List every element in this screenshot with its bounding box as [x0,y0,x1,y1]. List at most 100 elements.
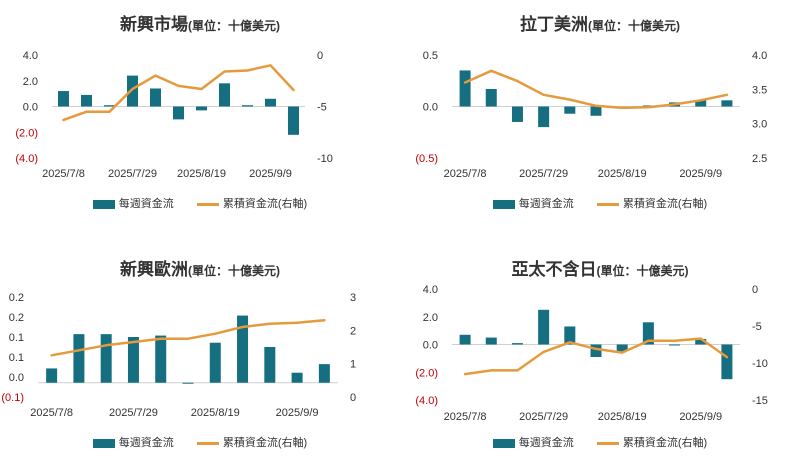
legend-item-cumulative: 累積資金流(右軸) [596,195,708,211]
weekly-flow-bar [237,315,249,383]
cumulative-flow-line [62,64,295,122]
right-axis-tick-label: 0 [752,284,758,296]
x-axis-tick-label: 2025/9/9 [679,168,722,180]
cumulative-flow-line [463,69,729,110]
weekly-flow-bar [616,344,628,352]
legend-bar-label: 每週資金流 [518,437,574,449]
weekly-flow-bar [669,344,681,346]
legend-line-label: 累積資金流(右軸) [622,437,708,449]
chart-title-unit: (單位：十億美元) [188,264,280,278]
legend-line-label: 累積資金流(右軸) [222,198,308,210]
weekly-flow-bar [459,334,471,345]
legend-line-swatch [596,441,619,445]
x-axis-tick-label: 2025/7/8 [30,407,73,419]
weekly-flow-bar [242,105,253,107]
weekly-flow-bar [642,322,654,345]
left-axis-tick-label: 0.1 [9,332,24,344]
chart-title: 新興市場(單位：十億美元) [0,10,400,35]
left-axis-tick-label: 0.2 [9,292,24,304]
right-axis-tick-label: 0 [350,392,356,404]
chart-asia-pacific-ex-japan: 4.0 2.0 0.0 (2.0) (4.0) 0 -5 -10 -15 2025/7/8 2025… [415,284,768,423]
legend-item-weekly: 每週資金流 [492,434,574,450]
left-axis-tick-label: (2.0) [415,367,438,379]
chart-title-unit: (單位：十億美元) [588,19,680,33]
weekly-flow-bar [127,75,138,107]
left-axis-tick-label: 0.2 [9,312,24,324]
left-axis-tick-label: (0.1) [1,392,24,404]
chart-title-unit: (單位：十億美元) [188,19,280,33]
x-axis-tick-label: 2025/8/19 [177,168,226,180]
x-axis-tick-label: 2025/7/29 [108,168,157,180]
right-axis-tick-label: 1 [350,359,356,371]
left-axis-tick-label: (0.5) [415,153,438,165]
legend-bar-swatch [92,438,115,448]
left-axis-tick-label: 0.0 [423,340,438,352]
left-axis-tick-label: 2.0 [23,76,38,88]
weekly-flow-bar [721,344,733,380]
panel-latin-america: 拉丁美洲(單位：十億美元) 0.5 0.0 (0.5) 4.0 3.5 3.0 2.5 202… [400,0,800,229]
left-axis-tick-label: 0.0 [9,372,24,384]
x-axis-tick-label: 2025/7/8 [444,411,487,423]
weekly-flow-bar [265,98,276,107]
right-axis-tick-label: 4.0 [752,50,767,62]
chart-title: 新興歐洲(單位：十億美元) [0,255,400,280]
weekly-flow-bar [196,106,207,111]
weekly-flow-bar [590,106,602,116]
weekly-flow-bar [100,334,112,383]
x-axis-tick-label: 2025/9/9 [249,168,292,180]
chart-emerging-europe: 0.2 0.2 0.1 0.1 0.0 (0.1) 3 2 1 0 2025/7/8 2025/7/2… [1,292,356,419]
cumulative-flow-line [50,319,326,357]
legend-item-weekly: 每週資金流 [92,434,174,450]
weekly-flow-bar [150,88,161,107]
legend: 每週資金流 累積資金流(右軸) [400,195,800,211]
legend-bar-label: 每週資金流 [118,198,174,210]
chart-title-main: 亞太不含日 [511,260,597,279]
legend-line-label: 累積資金流(右軸) [222,437,308,449]
left-axis-tick-label: 4.0 [23,50,38,62]
right-axis-tick-label: 3.0 [752,119,767,131]
legend: 每週資金流 累積資金流(右軸) [400,434,800,450]
weekly-flow-bar [58,91,69,107]
left-axis-tick-label: (4.0) [15,153,38,165]
legend-item-weekly: 每週資金流 [92,195,174,211]
weekly-flow-bar [173,106,184,120]
weekly-flow-bar [73,334,85,383]
chart-emerging-markets: 4.0 2.0 0.0 (2.0) (4.0) 0 -5 -10 2025/7/8 2025/7/… [15,50,333,180]
left-axis-tick-label: 0.0 [23,102,38,114]
legend-bar-swatch [492,438,515,448]
legend-bar-swatch [92,199,115,209]
right-axis-tick-label: -15 [752,395,768,407]
weekly-flow-bar [104,105,115,107]
legend-item-cumulative: 累積資金流(右軸) [196,434,308,450]
legend-line-swatch [196,202,219,206]
weekly-flow-bar [564,106,576,114]
x-axis-tick-label: 2025/8/19 [598,411,647,423]
legend-item-weekly: 每週資金流 [492,195,574,211]
chart-title-unit: (單位：十億美元) [596,264,689,278]
chart-title-main: 拉丁美洲 [520,15,588,34]
weekly-flow-bar [288,106,299,135]
weekly-flow-bar [264,347,276,383]
weekly-flow-bar [695,100,707,107]
weekly-flow-bar [155,335,167,383]
weekly-flow-bar [459,70,471,107]
weekly-flow-bar [209,342,221,383]
left-axis-tick-label: 0.0 [423,102,438,114]
left-axis-tick-label: (4.0) [415,395,438,407]
right-axis-tick-label: -10 [752,358,768,370]
panel-emerging-markets: 新興市場(單位：十億美元) 4.0 2.0 0.0 (2.0) (4.0) 0 -5 -10 2… [0,0,400,229]
legend-item-cumulative: 累積資金流(右軸) [596,434,708,450]
x-axis-tick-label: 2025/7/29 [109,407,158,419]
legend-bar-label: 每週資金流 [118,437,174,449]
x-axis-tick-label: 2025/9/9 [276,407,319,419]
weekly-flow-bar [46,368,58,383]
weekly-flow-bar [219,83,230,107]
left-axis-tick-label: 0.5 [423,50,438,62]
x-axis-tick-label: 2025/7/29 [519,411,568,423]
weekly-flow-bar [695,338,707,345]
weekly-flow-bar [538,106,550,128]
left-axis-tick-label: 2.0 [423,312,438,324]
weekly-flow-bar [511,343,523,345]
legend-line-label: 累積資金流(右軸) [622,198,708,210]
weekly-flow-bar [511,106,523,122]
